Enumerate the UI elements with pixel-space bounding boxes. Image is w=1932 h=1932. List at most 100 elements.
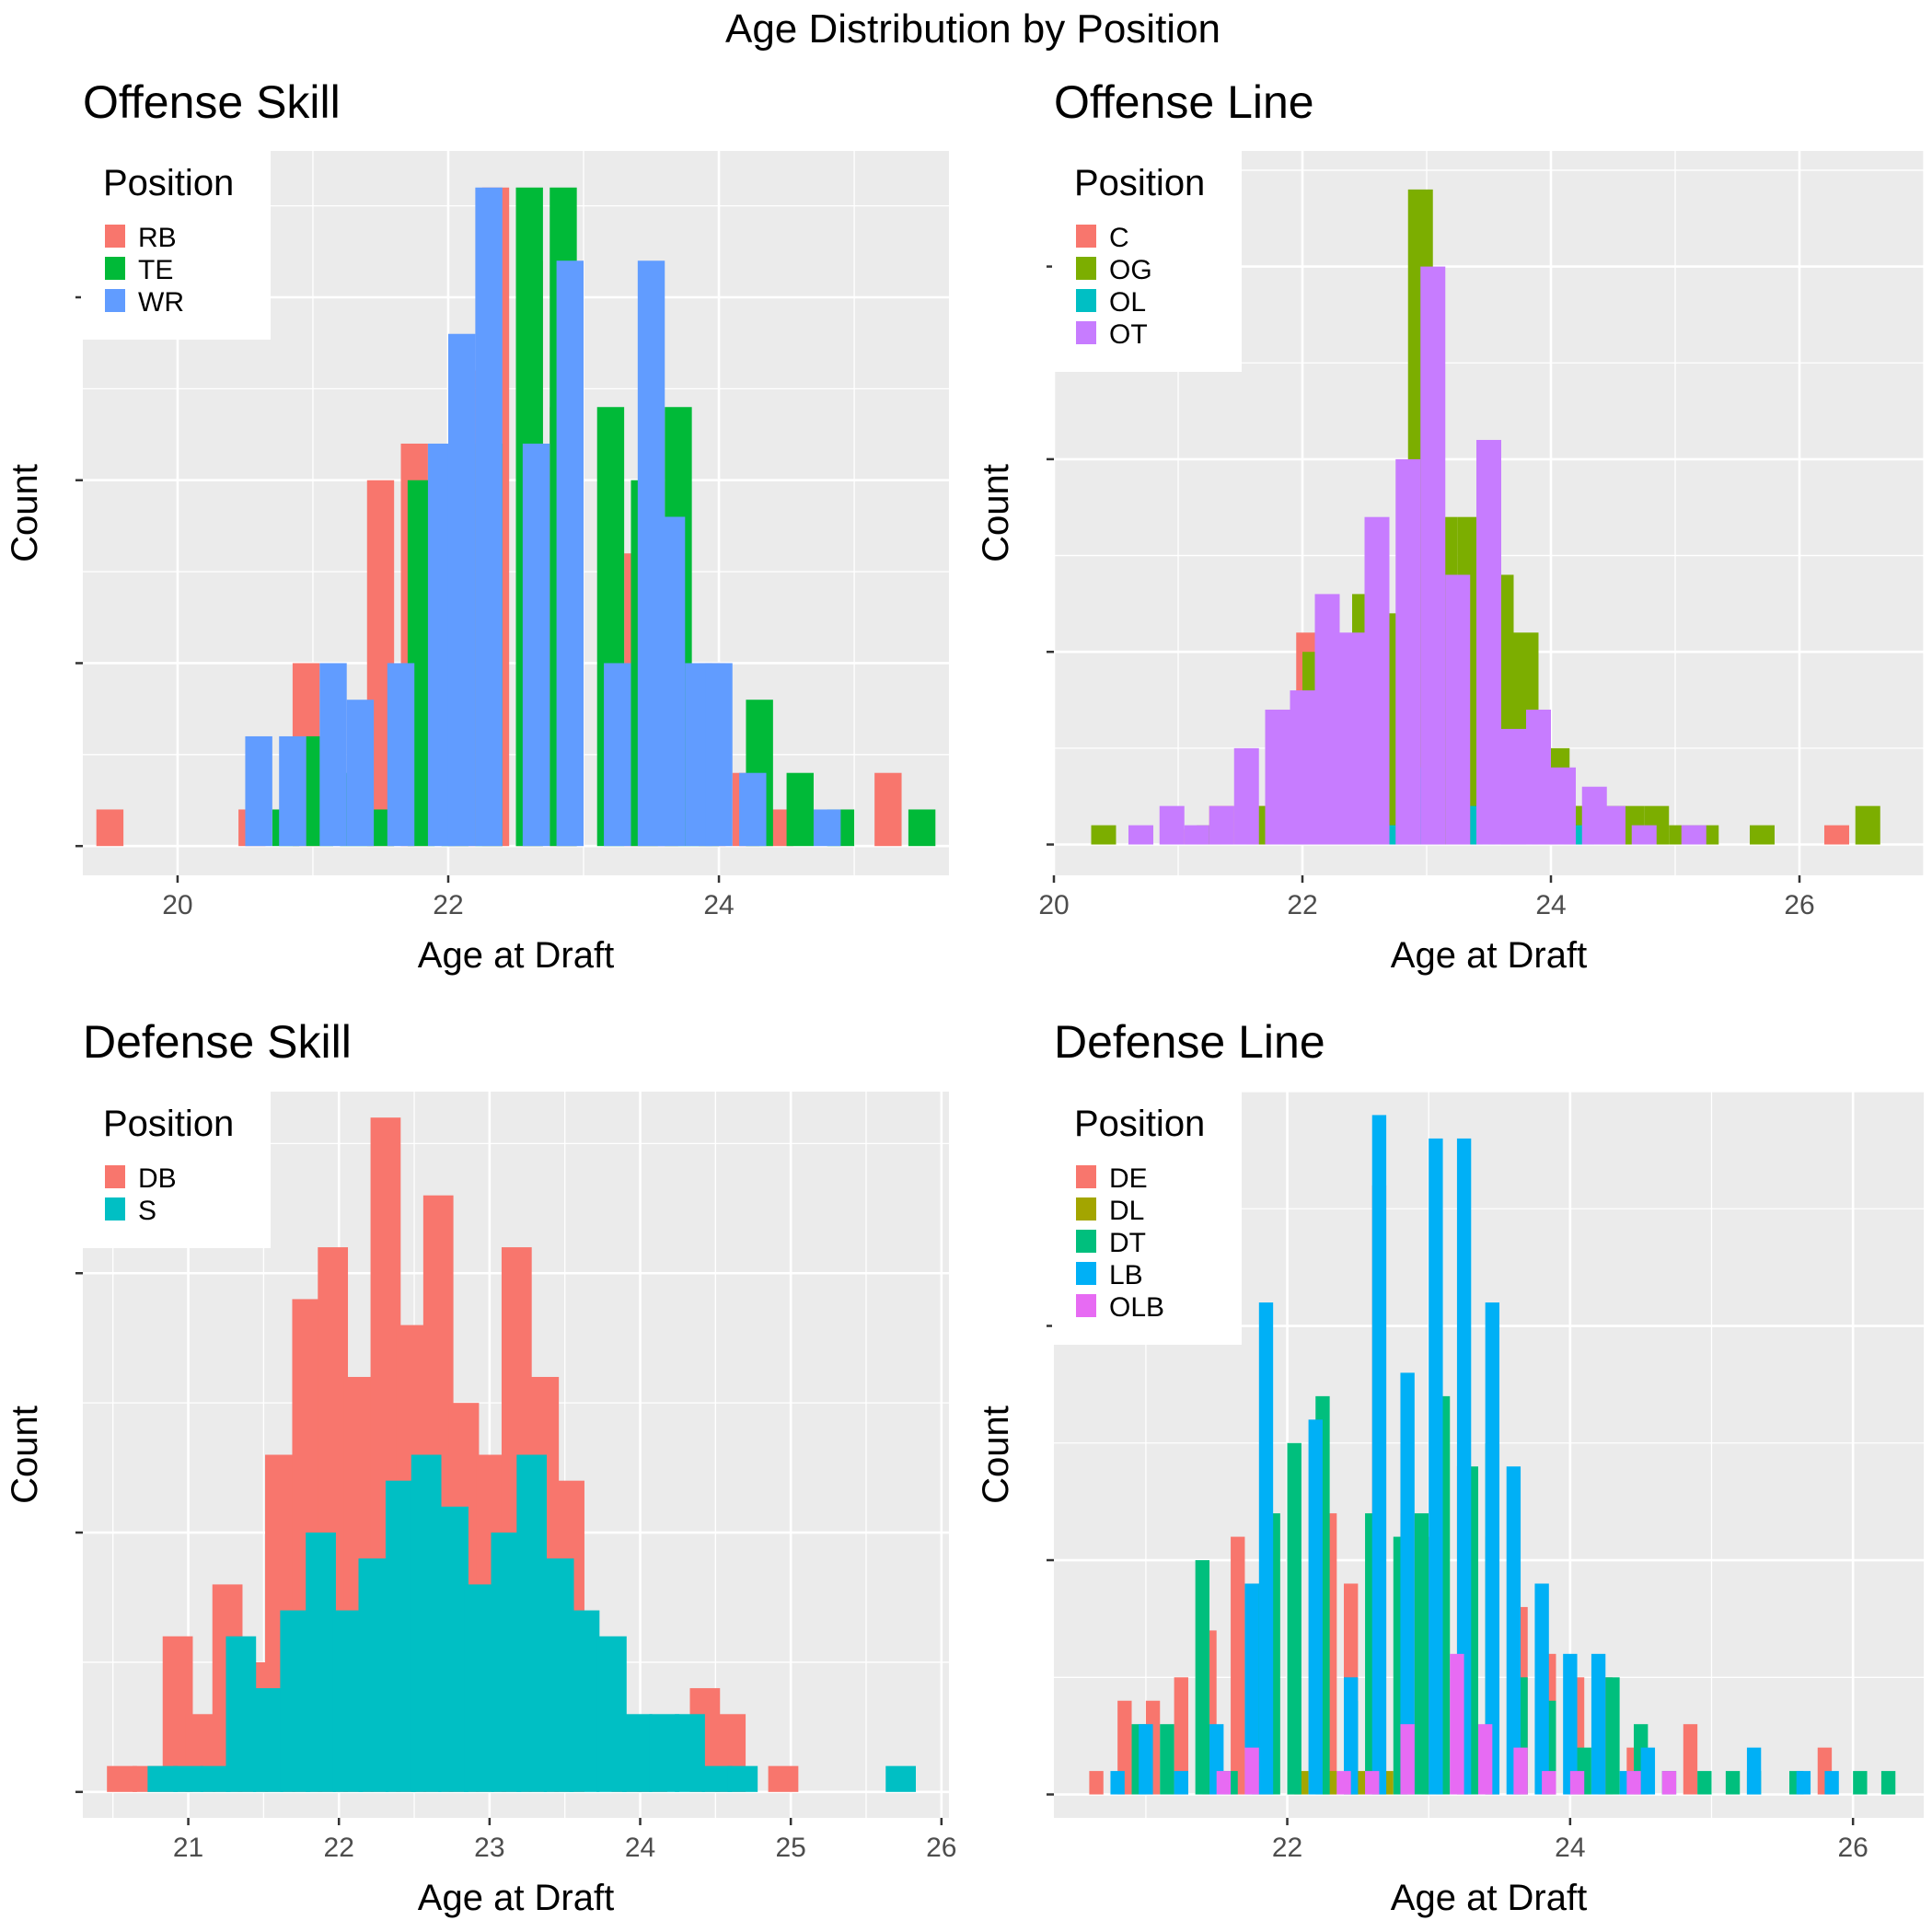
legend: PositionCOGOLOT [1052,151,1242,372]
legend-label-dl: DL [1109,1196,1144,1226]
bar-dt [1726,1771,1740,1794]
bar-ot [1682,826,1706,845]
figure-title: Age Distribution by Position [725,6,1221,52]
x-tick-label: 26 [1784,890,1814,920]
legend-label-olb: OLB [1109,1292,1164,1323]
x-tick-label: 22 [1287,890,1317,920]
bar-olb [1365,1771,1379,1794]
panel-defense-line: Defense Line 22 24 26 Age at Draft Count Posit… [976,1016,1924,1918]
bar-lb [1259,1302,1273,1794]
bar-lb [1534,1583,1548,1794]
bar-wr [319,663,346,846]
bar-olb [1662,1771,1676,1794]
bar-s [516,1455,547,1792]
bar-wr [388,663,414,846]
bar-s [464,1584,494,1791]
legend-swatch-og [1076,257,1096,280]
bar-rb [874,773,901,846]
bar-wr [739,773,766,846]
legend-label-og: OG [1109,255,1152,285]
legend: Position DBS [81,1092,271,1248]
panel-title: Offense Line [1054,76,1314,128]
bar-lb [1797,1771,1811,1794]
x-tick-label: 22 [433,890,463,920]
bar-olb [1450,1654,1463,1795]
bar-ot [1315,594,1340,844]
x-axis-title: Age at Draft [1391,935,1587,976]
panel-offense-line: Offense Line20 22 24 26Age at DraftCountPos… [976,76,1924,976]
bar-s [306,1533,336,1792]
legend-swatch-olb [1076,1294,1096,1317]
bar-wr [604,663,631,846]
bar-s [333,1611,364,1792]
bar-ot [1185,826,1209,845]
bar-ot [1234,748,1259,845]
bar-wr [279,736,306,846]
bar-s [280,1611,310,1792]
x-tick-label: 26 [1837,1833,1868,1863]
legend-label-ol: OL [1109,287,1146,318]
x-tick-label: 23 [474,1833,504,1863]
legend-label-te: TE [138,255,173,285]
x-tick-label: 22 [324,1833,354,1863]
y-axis-title: Count [976,1406,1016,1504]
x-tick-label: 20 [162,890,192,920]
bar-ot [1395,459,1420,845]
legend-title: Position [103,1104,234,1144]
panel-title: Offense Skill [83,76,341,128]
legend-label-c: C [1109,223,1129,253]
bar-lb [1486,1302,1499,1794]
bar-lb [1747,1748,1761,1795]
bar-wr [475,188,502,846]
bar-ot [1476,440,1501,845]
legend-title: Position [1074,163,1205,203]
bar-wr [448,334,475,846]
x-tick-label: 24 [1555,1833,1585,1863]
panel-offense-skill: Offense Skill 20 22 24 Age at Draft Count Posi… [5,76,949,976]
bar-ot [1160,806,1185,845]
x-axis-title: Age at Draft [418,935,614,976]
legend-label-de: DE [1109,1163,1148,1194]
legend-swatch-dl [1076,1197,1096,1221]
legend-label-dt: DT [1109,1228,1146,1258]
bar-dt [1853,1771,1867,1794]
bar-s [885,1766,916,1792]
bar-s [675,1714,705,1792]
bar-lb [1824,1771,1838,1794]
bar-dt [1605,1677,1619,1794]
panel-defense-skill: Defense Skill 21 22 23 24 25 26 Age at Draft Cou… [5,1016,957,1918]
bar-wr [347,700,374,846]
bar-de [1231,1537,1244,1795]
bar-olb [1513,1748,1527,1795]
bar-wr [523,444,550,846]
bar-lb [1591,1654,1605,1795]
bar-s [438,1507,469,1792]
bar-lb [1429,1139,1442,1795]
legend-label-wr: WR [138,287,184,318]
bar-s [226,1637,256,1792]
x-axis-title: Age at Draft [1391,1878,1587,1918]
bar-olb [1336,1771,1350,1794]
legend-swatch-rb [105,225,125,248]
legend-label-db: DB [138,1163,177,1194]
bar-olb [1400,1724,1414,1794]
x-tick-label: 21 [173,1833,203,1863]
bar-ot [1340,632,1365,844]
bar-dt [1288,1443,1301,1795]
bar-te [787,773,814,846]
legend-swatch-ot [1076,321,1096,344]
bar-olb [1217,1771,1231,1794]
panel-title: Defense Skill [83,1016,352,1068]
x-axis-title: Age at Draft [418,1878,614,1918]
bar-ot [1266,710,1290,845]
bar-ot [1551,768,1576,845]
bar-ot [1420,267,1445,845]
y-axis-title: Count [5,1406,45,1504]
bar-lb [1507,1466,1521,1794]
bar-s [622,1714,653,1792]
bar-lb [1372,1115,1386,1794]
bar-wr [814,809,840,846]
x-tick-label: 24 [703,890,734,920]
bar-lb [1174,1771,1188,1794]
